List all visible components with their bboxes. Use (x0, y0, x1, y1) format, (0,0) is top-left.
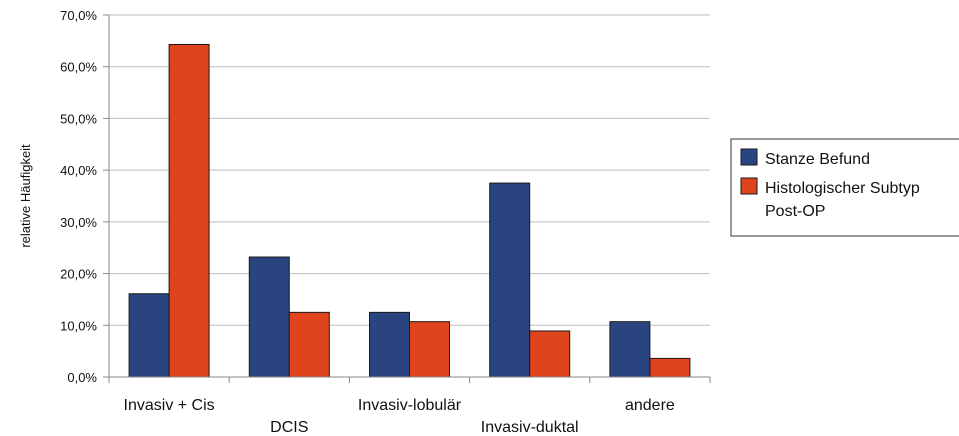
axes (108, 15, 711, 383)
legend-label: Histologischer Subtyp (765, 180, 920, 197)
bar (248, 256, 290, 378)
x-tick-label: Invasiv-duktal (481, 419, 579, 436)
bar (489, 182, 531, 378)
x-tick-label: DCIS (270, 419, 308, 436)
y-tick-label: 50,0% (60, 111, 97, 126)
y-tick-label: 40,0% (60, 163, 97, 178)
y-tick-label: 10,0% (60, 318, 97, 333)
legend-label: Stanze Befund (765, 151, 870, 168)
bar (609, 321, 651, 378)
y-axis-title: relative Häufigkeit (18, 144, 33, 248)
bar (288, 311, 330, 378)
bar (649, 357, 691, 378)
x-tick-label: andere (625, 397, 675, 414)
legend-swatch (740, 148, 758, 166)
y-tick-label: 70,0% (60, 8, 97, 23)
y-tick-label: 0,0% (67, 370, 97, 385)
y-axis-ticks: 0,0% 10,0% 20,0% 30,0% 40,0% 50,0% 60,0% 70,0% (60, 8, 109, 385)
legend-label: Post-OP (765, 203, 825, 220)
y-tick-label: 20,0% (60, 267, 97, 282)
y-tick-label: 30,0% (60, 215, 97, 230)
legend: Stanze Befund Histologischer Subtyp Post-O… (730, 138, 959, 237)
bar (168, 43, 210, 378)
bar (369, 311, 410, 378)
bars (128, 43, 691, 378)
bar (128, 293, 170, 378)
x-tick-label: Invasiv-lobulär (358, 397, 462, 414)
x-tick-label: Invasiv + Cis (124, 397, 215, 414)
y-tick-label: 60,0% (60, 60, 97, 75)
x-axis-labels: Invasiv + Cis DCIS Invasiv-lobulär Invasiv-… (124, 397, 675, 436)
legend-box (730, 138, 959, 237)
bar (529, 330, 571, 378)
legend-swatch (740, 177, 758, 195)
bar (409, 321, 450, 378)
